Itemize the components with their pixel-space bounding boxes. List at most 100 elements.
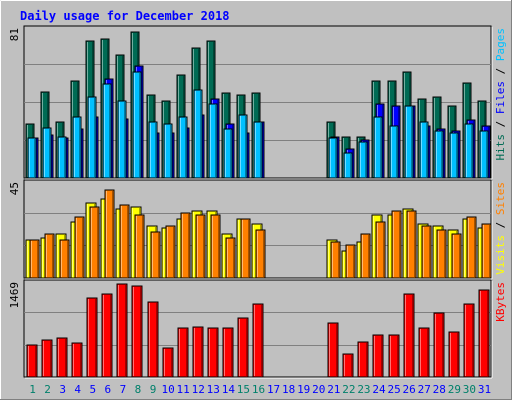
bar-kbytes	[147, 301, 159, 378]
bar-pages-body	[479, 130, 489, 179]
bar-sites	[375, 221, 386, 279]
panel-legend: Hits / Files / Pages	[494, 28, 507, 161]
day-label: 24	[372, 383, 386, 396]
day-label: 10	[161, 383, 174, 396]
panel-legend: KBytes	[494, 282, 507, 322]
panel-hits-files-pages: 81 Hits / Files / Pages	[8, 25, 507, 180]
bar-pages-body	[148, 121, 158, 179]
bar-pages-body	[193, 89, 203, 179]
bar-pages-body	[358, 141, 368, 179]
day-label: 16	[252, 383, 265, 396]
bar-pages	[389, 125, 399, 179]
bar-sites-body	[104, 189, 115, 279]
bar-sites	[345, 244, 356, 279]
bar-kbytes-body	[327, 322, 339, 378]
bar-sites	[195, 214, 206, 279]
bar-kbytes	[162, 347, 174, 378]
bar-kbytes	[433, 312, 445, 378]
bar-kbytes	[342, 353, 354, 378]
bar-pages	[404, 105, 414, 179]
bar-sites-body	[406, 210, 417, 279]
day-label: 30	[463, 383, 476, 396]
day-label: 14	[222, 383, 236, 396]
bar-pages-body	[178, 116, 188, 179]
bar-pages-body	[419, 121, 429, 179]
bar-kbytes-body	[418, 327, 430, 378]
bar-pages-body	[343, 152, 353, 179]
series-kbytes	[26, 283, 490, 378]
bar-pages	[117, 100, 127, 179]
day-label: 11	[177, 383, 190, 396]
bar-pages	[208, 103, 218, 179]
legend-entry: Files	[494, 81, 507, 114]
bar-pages	[132, 71, 142, 179]
bar-sites-body	[330, 241, 341, 279]
bar-kbytes-body	[26, 344, 38, 378]
bar-sites-body	[360, 233, 371, 279]
chart-title: Daily usage for December 2018	[20, 9, 230, 23]
day-label: 13	[207, 383, 220, 396]
y-max-label: 1469	[8, 282, 21, 309]
bar-sites-body	[481, 223, 492, 279]
series-sites	[29, 189, 492, 279]
bar-sites-body	[165, 225, 176, 279]
bar-kbytes-body	[372, 334, 384, 378]
bar-kbytes	[388, 334, 400, 378]
day-label: 9	[150, 383, 157, 396]
legend-separator: /	[494, 114, 507, 134]
bar-kbytes	[463, 303, 475, 378]
bar-kbytes-body	[147, 301, 159, 378]
bar-kbytes	[56, 337, 68, 378]
day-label: 17	[267, 383, 280, 396]
bar-pages	[479, 130, 489, 179]
bar-sites-body	[421, 225, 432, 279]
day-label: 28	[433, 383, 446, 396]
bar-pages-body	[72, 116, 82, 179]
bar-sites	[240, 218, 251, 279]
y-max-label: 81	[8, 28, 21, 41]
bar-kbytes-body	[162, 347, 174, 378]
bar-kbytes	[71, 342, 83, 378]
legend-separator: /	[494, 61, 507, 81]
bar-kbytes-body	[86, 297, 98, 378]
bar-sites	[119, 204, 130, 279]
bar-kbytes-body	[101, 293, 113, 378]
bar-sites-body	[89, 206, 100, 279]
panel-kbytes: 1469 KBytes	[8, 279, 507, 379]
bar-pages	[253, 121, 263, 179]
day-label: 8	[135, 383, 142, 396]
bar-kbytes	[101, 293, 113, 378]
bar-sites	[165, 225, 176, 279]
bar-pages	[358, 141, 368, 179]
day-label: 21	[327, 383, 340, 396]
bar-kbytes-body	[448, 331, 460, 378]
bar-sites	[391, 210, 402, 279]
bar-kbytes-body	[237, 317, 249, 378]
bar-kbytes	[357, 341, 369, 378]
bar-kbytes	[131, 285, 143, 378]
day-label: 23	[357, 383, 370, 396]
bar-sites-body	[44, 233, 55, 279]
bar-pages	[57, 136, 67, 179]
bar-pages-body	[404, 105, 414, 179]
bar-pages-body	[464, 123, 474, 179]
legend-entry: Pages	[494, 28, 507, 61]
legend-entry: Visits	[494, 235, 507, 275]
bar-pages-body	[163, 123, 173, 179]
bar-kbytes	[26, 344, 38, 378]
bar-pages-body	[389, 125, 399, 179]
bar-pages	[434, 130, 444, 179]
bar-pages-body	[57, 136, 67, 179]
bar-pages	[238, 114, 248, 179]
bar-pages-body	[117, 100, 127, 179]
bar-sites	[225, 237, 236, 279]
bar-kbytes	[372, 334, 384, 378]
bar-sites-body	[391, 210, 402, 279]
bar-kbytes	[478, 289, 490, 378]
bar-sites	[180, 212, 191, 279]
bar-kbytes-body	[463, 303, 475, 378]
bar-sites-body	[466, 216, 477, 279]
bar-sites	[74, 216, 85, 279]
bar-kbytes	[207, 327, 219, 378]
